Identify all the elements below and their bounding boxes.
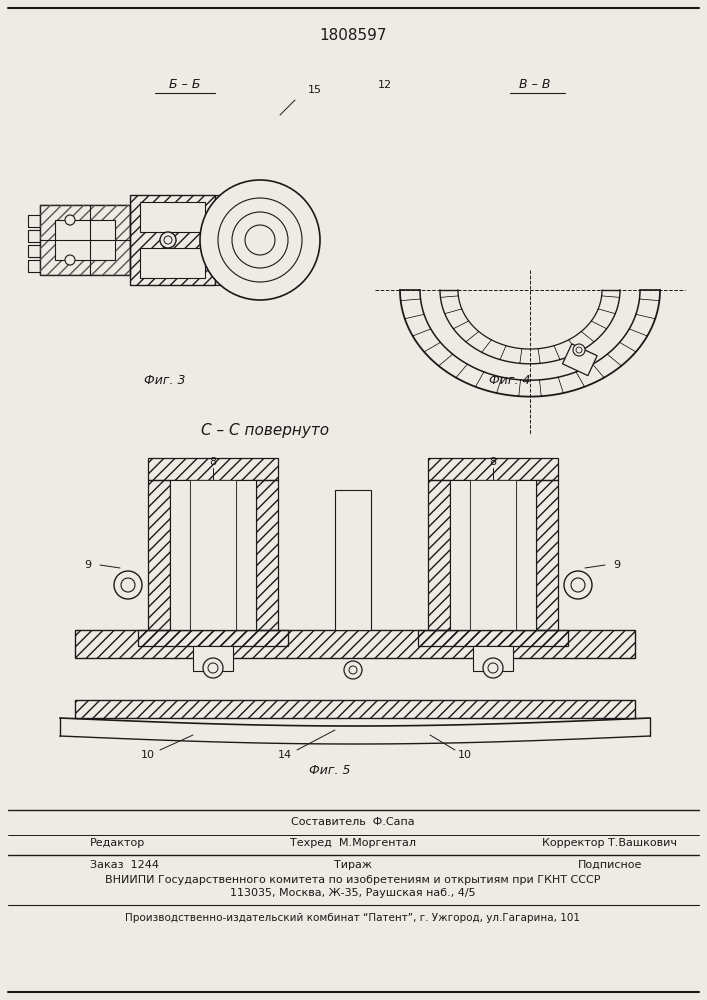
Text: 8: 8 bbox=[489, 457, 496, 467]
Bar bbox=[563, 344, 597, 376]
Text: Тираж: Тираж bbox=[334, 860, 372, 870]
Text: 113035, Москва, Ж-35, Раушская наб., 4/5: 113035, Москва, Ж-35, Раушская наб., 4/5 bbox=[230, 888, 476, 898]
Text: В – В: В – В bbox=[519, 79, 551, 92]
Bar bbox=[190, 480, 236, 630]
Text: 14: 14 bbox=[278, 750, 292, 760]
Circle shape bbox=[573, 344, 585, 356]
Bar bbox=[536, 480, 558, 630]
Bar bbox=[450, 480, 470, 630]
Text: Редактор: Редактор bbox=[90, 838, 145, 848]
Bar bbox=[335, 490, 371, 630]
Circle shape bbox=[200, 180, 320, 300]
Bar bbox=[140, 202, 205, 232]
Circle shape bbox=[208, 663, 218, 673]
Circle shape bbox=[160, 232, 176, 248]
Text: Корректор Т.Вашкович: Корректор Т.Вашкович bbox=[542, 838, 677, 848]
Text: 8: 8 bbox=[209, 457, 216, 467]
Circle shape bbox=[344, 661, 362, 679]
Bar bbox=[516, 480, 536, 630]
Circle shape bbox=[218, 198, 302, 282]
Bar bbox=[148, 480, 170, 630]
Bar bbox=[193, 646, 233, 671]
Bar bbox=[428, 458, 558, 480]
Bar bbox=[428, 480, 450, 630]
Bar bbox=[473, 646, 513, 671]
Text: 12: 12 bbox=[378, 80, 392, 90]
Text: Заказ  1244: Заказ 1244 bbox=[90, 860, 159, 870]
Text: Б – Б: Б – Б bbox=[169, 79, 201, 92]
Text: Подписное: Подписное bbox=[578, 860, 642, 870]
Bar bbox=[55, 220, 115, 260]
Bar bbox=[130, 195, 215, 285]
Text: С – С повернуто: С – С повернуто bbox=[201, 422, 329, 438]
Circle shape bbox=[488, 663, 498, 673]
Circle shape bbox=[121, 578, 135, 592]
Text: Техред  М.Моргентал: Техред М.Моргентал bbox=[290, 838, 416, 848]
Circle shape bbox=[65, 255, 75, 265]
Circle shape bbox=[232, 212, 288, 268]
Circle shape bbox=[245, 225, 275, 255]
Text: 10: 10 bbox=[458, 750, 472, 760]
Bar bbox=[170, 480, 190, 630]
Bar bbox=[148, 458, 278, 480]
Circle shape bbox=[571, 578, 585, 592]
Bar bbox=[236, 480, 256, 630]
Text: Составитель  Ф.Сапа: Составитель Ф.Сапа bbox=[291, 817, 415, 827]
Bar bbox=[138, 630, 288, 646]
Text: Фиг. 5: Фиг. 5 bbox=[309, 764, 351, 776]
Text: 9: 9 bbox=[84, 560, 92, 570]
Text: Фиг. 4: Фиг. 4 bbox=[489, 373, 531, 386]
Bar bbox=[75, 630, 635, 658]
Circle shape bbox=[65, 215, 75, 225]
Text: 15: 15 bbox=[308, 85, 322, 95]
Circle shape bbox=[483, 658, 503, 678]
Text: ВНИИПИ Государственного комитета по изобретениям и открытиям при ГКНТ СССР: ВНИИПИ Государственного комитета по изоб… bbox=[105, 875, 601, 885]
Bar bbox=[470, 480, 516, 630]
Text: 1808597: 1808597 bbox=[320, 27, 387, 42]
Bar bbox=[256, 480, 278, 630]
Bar bbox=[40, 205, 130, 275]
Text: 10: 10 bbox=[141, 750, 155, 760]
Text: Производственно-издательский комбинат “Патент”, г. Ужгород, ул.Гагарина, 101: Производственно-издательский комбинат “П… bbox=[126, 913, 580, 923]
Bar bbox=[75, 700, 635, 718]
Circle shape bbox=[576, 347, 582, 353]
Bar bbox=[140, 248, 205, 278]
Bar bbox=[40, 205, 130, 275]
Text: Фиг. 3: Фиг. 3 bbox=[144, 373, 186, 386]
Circle shape bbox=[564, 571, 592, 599]
Circle shape bbox=[114, 571, 142, 599]
Circle shape bbox=[349, 666, 357, 674]
Circle shape bbox=[203, 658, 223, 678]
Text: 9: 9 bbox=[614, 560, 621, 570]
Bar bbox=[418, 630, 568, 646]
Circle shape bbox=[164, 236, 172, 244]
